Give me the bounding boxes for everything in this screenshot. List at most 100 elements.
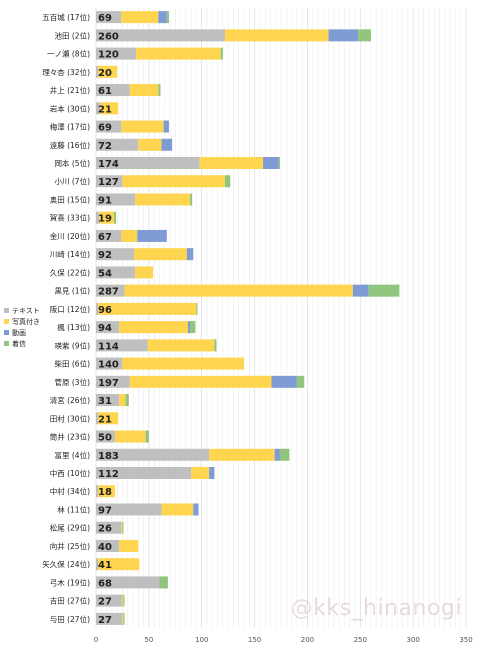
bar-segment-text <box>96 594 123 607</box>
bar-segment-costume <box>166 11 169 24</box>
bar-segment-text <box>96 175 123 188</box>
x-tick-label: 0 <box>94 636 98 644</box>
bar-segment-costume <box>190 321 196 334</box>
x-axis-ticks: 0 50 100 150 200 250 300 350 <box>94 636 473 644</box>
category-label: 賀喜 (33位) <box>50 213 90 223</box>
bar-segment-costume <box>123 594 125 607</box>
category-label: 矢久保 (24位) <box>42 559 90 569</box>
legend-swatch <box>4 330 9 335</box>
bar-segment-text <box>96 339 148 352</box>
legend-label: 着信 <box>12 339 26 348</box>
bar-segment-text <box>96 612 123 625</box>
total-value-label: 174 <box>98 159 119 170</box>
total-value-label: 91 <box>98 195 112 206</box>
total-value-label: 114 <box>98 341 119 352</box>
category-label: 弓木 (19位) <box>50 577 90 587</box>
category-label: 田村 (30位) <box>50 413 90 423</box>
bar-segment-text <box>96 29 225 42</box>
category-label: 久保 (22位) <box>50 267 90 277</box>
bar-segment-photo <box>122 175 225 188</box>
bar-segment-photo <box>191 467 210 479</box>
bar-segment-text <box>96 576 160 589</box>
bar-segment-photo <box>122 594 124 607</box>
bar-segment-text <box>96 394 120 407</box>
bar-segment-photo <box>199 157 264 169</box>
bar-segment-photo <box>122 357 244 370</box>
bar-segment-photo <box>119 321 188 334</box>
bar-segment-video <box>158 11 167 24</box>
bar-segment-text <box>96 375 130 388</box>
bar-segment-photo <box>134 248 187 261</box>
category-label: 瑛紫 (9位) <box>54 340 90 350</box>
total-value-label: 72 <box>98 141 112 152</box>
category-label: 清宮 (26位) <box>50 395 90 405</box>
bar-segment-text <box>96 65 99 78</box>
total-value-label: 40 <box>98 542 112 553</box>
category-label: 岡本 (5位) <box>54 158 90 168</box>
legend-label: 動画 <box>12 328 26 337</box>
bar-segment-text <box>96 357 123 370</box>
total-value-label: 27 <box>98 597 112 608</box>
category-label: 吉田 (27位) <box>50 596 90 606</box>
category-label: 阪口 (12位) <box>50 304 90 314</box>
bar-segment-photo <box>147 339 215 352</box>
total-value-label: 69 <box>98 13 112 24</box>
bar-segment-costume <box>196 302 198 315</box>
bar-segment-text <box>96 266 136 279</box>
total-value-label: 26 <box>98 524 112 535</box>
bar-segment-photo <box>98 65 118 78</box>
bar-segment-text <box>96 248 135 261</box>
bar-segment-text <box>96 11 122 24</box>
bar-segment-text <box>96 120 122 133</box>
legend-swatch <box>4 319 9 324</box>
bars-group <box>96 11 400 625</box>
bar-segment-costume <box>279 448 290 461</box>
total-value-label: 97 <box>98 505 112 516</box>
category-label: 冨里 (4位) <box>54 450 90 460</box>
category-label: 楓 (13位) <box>57 322 90 332</box>
bar-segment-costume <box>122 521 124 534</box>
bar-segment-costume <box>125 394 129 407</box>
category-label: 林 (11位) <box>57 504 90 514</box>
bar-segment-photo <box>98 485 116 498</box>
bar-segment-photo <box>129 375 272 388</box>
bar-segment-photo <box>129 84 159 97</box>
bar-segment-photo <box>122 612 124 625</box>
bar-segment-costume <box>220 47 223 60</box>
legend-swatch <box>4 308 9 313</box>
total-value-label: 127 <box>98 177 119 188</box>
total-value-label: 96 <box>98 305 112 316</box>
bar-segment-photo <box>136 47 221 60</box>
total-value-label: 61 <box>98 86 112 97</box>
bar-segment-text <box>96 485 99 498</box>
bar-segment-photo <box>135 193 191 206</box>
bar-segment-photo <box>100 102 119 115</box>
total-value-label: 94 <box>98 323 112 334</box>
bar-segment-video <box>161 138 173 151</box>
bar-segment-video <box>263 157 279 169</box>
bar-segment-text <box>96 558 99 571</box>
bar-segment-text <box>96 448 210 461</box>
category-label: 小川 (7位) <box>54 176 90 186</box>
bar-segment-costume <box>145 430 149 443</box>
total-value-label: 50 <box>98 433 112 444</box>
watermark: @kks_hinanogi <box>290 596 462 621</box>
total-value-label: 20 <box>98 68 112 79</box>
total-value-label: 260 <box>98 31 119 42</box>
total-value-label: 31 <box>98 396 112 407</box>
category-label: 池田 (2位) <box>54 30 90 40</box>
x-tick-label: 300 <box>406 636 419 644</box>
bar-segment-video <box>209 467 215 479</box>
bar-segment-text <box>96 138 139 151</box>
category-label: 井上 (21位) <box>50 85 90 95</box>
category-label: 筒井 (23位) <box>50 432 90 442</box>
legend-label: 写真付き <box>12 317 40 326</box>
bar-segment-video <box>352 284 369 297</box>
category-label: 黒見 (1位) <box>54 286 90 296</box>
total-value-label: 140 <box>98 360 119 371</box>
category-label: 川崎 (14位) <box>50 249 90 259</box>
total-value-label: 27 <box>98 615 112 626</box>
category-label: 一ノ瀬 (8位) <box>47 49 90 59</box>
